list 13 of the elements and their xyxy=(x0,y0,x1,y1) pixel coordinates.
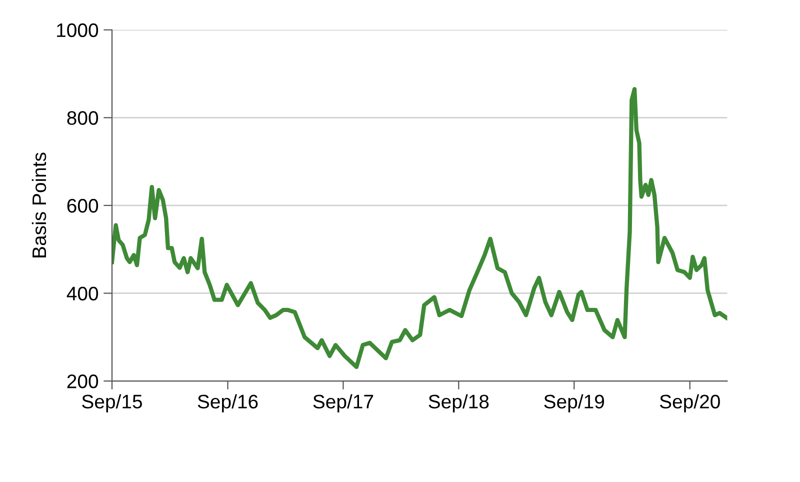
line-series xyxy=(112,87,728,370)
y-tick-label: 400 xyxy=(66,286,98,300)
y-tick-label: 800 xyxy=(67,111,98,125)
x-tick-label: Sep/15 xyxy=(82,394,142,412)
x-tick-label: Sep/20 xyxy=(660,394,720,412)
y-axis-title: Basis Points xyxy=(32,152,46,258)
y-tick-label: 600 xyxy=(67,198,98,213)
y-tick-label: 1000 xyxy=(57,23,98,38)
x-tick-label: Sep/16 xyxy=(198,394,258,412)
x-tick-label: Sep/19 xyxy=(544,394,604,412)
x-tick-label: Sep/17 xyxy=(313,394,374,412)
x-tick-label: Sep/18 xyxy=(428,394,489,412)
y-tick-label: 200 xyxy=(67,374,98,388)
